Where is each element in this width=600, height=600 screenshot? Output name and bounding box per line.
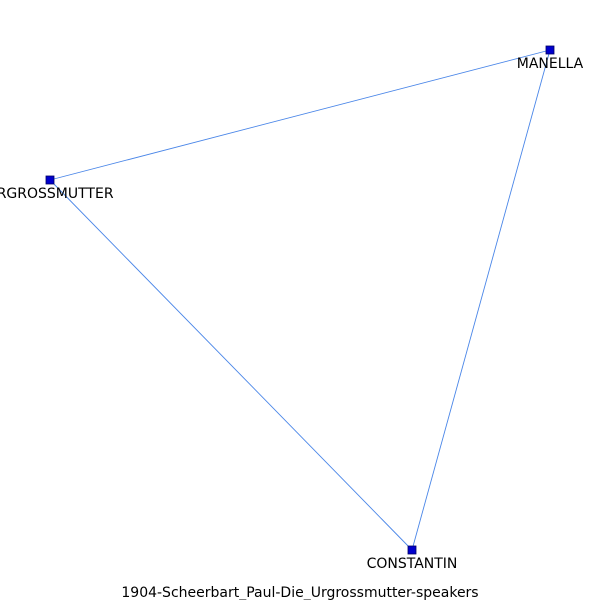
- node-urgrossmutter[interactable]: [45, 175, 55, 185]
- diagram-caption: 1904-Scheerbart_Paul-Die_Urgrossmutter-s…: [121, 585, 478, 600]
- node-constantin[interactable]: [407, 545, 417, 555]
- edge-urgrossmutter-manella: [49, 49, 551, 181]
- edge-manella-constantin: [411, 49, 551, 551]
- labels-layer: MANELLA URGROSSMUTTER CONSTANTIN: [0, 56, 584, 572]
- edge-urgrossmutter-constantin: [49, 179, 413, 551]
- edges-layer: [49, 49, 551, 551]
- node-label-urgrossmutter: URGROSSMUTTER: [0, 186, 114, 202]
- node-label-constantin: CONSTANTIN: [367, 556, 458, 572]
- node-label-manella: MANELLA: [517, 56, 584, 72]
- nodes-layer: [45, 45, 555, 555]
- node-manella[interactable]: [545, 45, 555, 55]
